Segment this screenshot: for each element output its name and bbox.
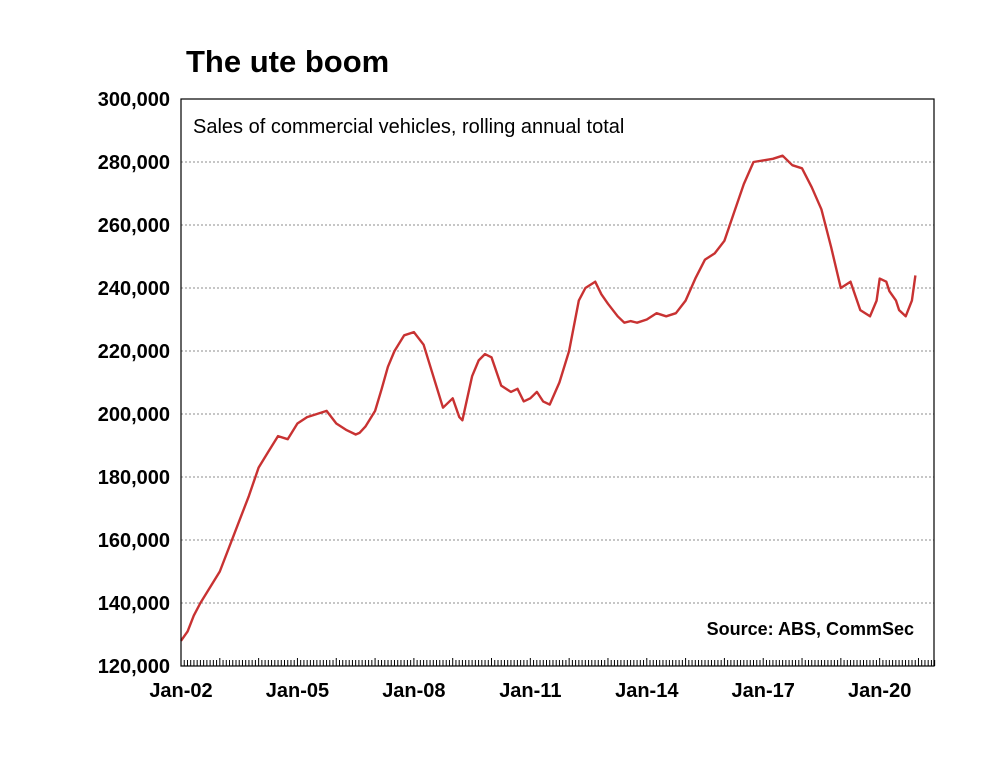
y-tick-label: 200,000 [98, 404, 170, 426]
y-tick-label: 140,000 [98, 593, 170, 615]
y-tick-label: 220,000 [98, 341, 170, 363]
y-tick-label: 160,000 [98, 530, 170, 552]
chart-title: The ute boom [186, 44, 389, 79]
chart-subtitle: Sales of commercial vehicles, rolling an… [193, 116, 624, 138]
x-tick-label: Jan-17 [732, 680, 795, 702]
x-tick-label: Jan-08 [382, 680, 445, 702]
x-axis-ticks: Jan-02 Jan-05 Jan-08 Jan-11 Jan-14 Jan-17 Jan-… [149, 680, 911, 702]
source-note: Source: ABS, CommSec [707, 619, 914, 639]
gridlines [181, 161, 934, 604]
plot-frame [180, 98, 935, 667]
x-tick-label: Jan-20 [848, 680, 911, 702]
y-axis-ticks: 120,000 140,000 160,000 180,000 200,000 220,0… [98, 89, 170, 678]
x-tick-label: Jan-05 [266, 680, 329, 702]
x-tick-label: Jan-11 [499, 680, 561, 702]
y-tick-label: 240,000 [98, 278, 170, 300]
y-tick-label: 300,000 [98, 89, 170, 111]
x-tick-label: Jan-02 [149, 680, 212, 702]
minor-ticks [180, 658, 936, 666]
y-tick-label: 280,000 [98, 152, 170, 174]
y-tick-label: 180,000 [98, 467, 170, 489]
series-line [180, 154, 917, 642]
x-tick-label: Jan-14 [615, 680, 679, 702]
y-tick-label: 260,000 [98, 215, 170, 237]
y-tick-label: 120,000 [98, 656, 170, 678]
